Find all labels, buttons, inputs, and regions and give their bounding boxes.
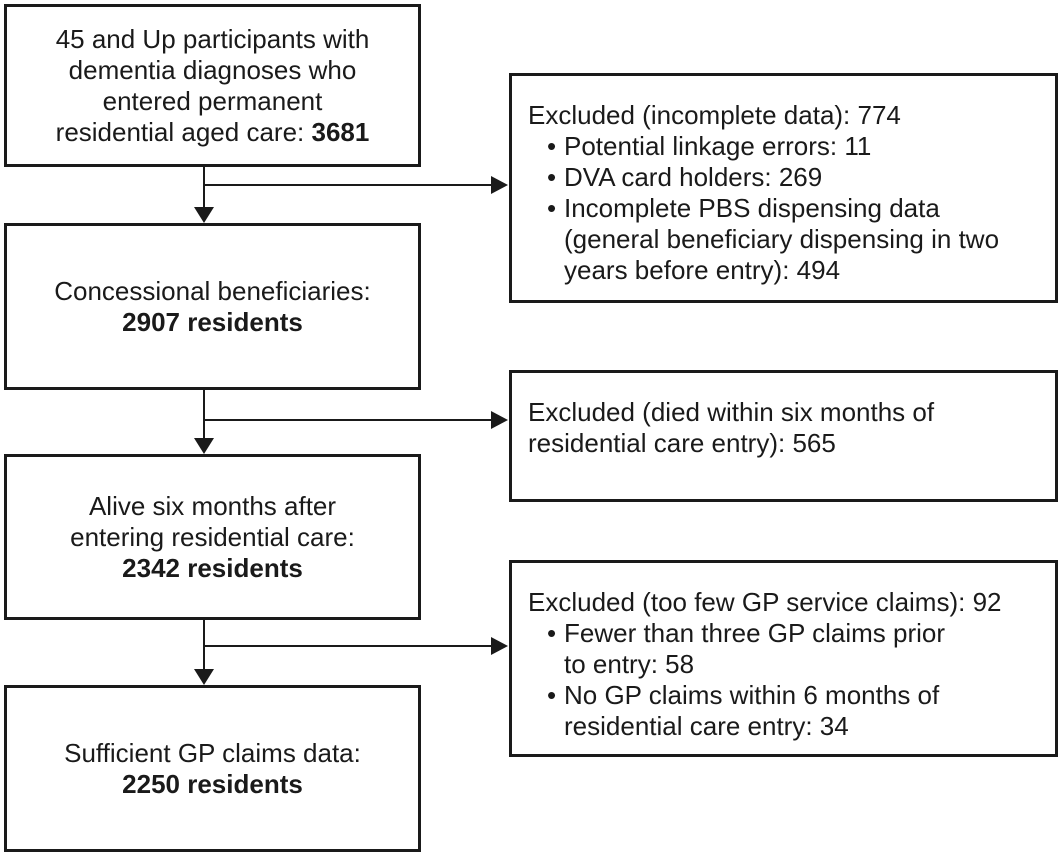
box-text-line: dementia diagnoses who [68, 54, 357, 85]
exclusion-header: Excluded (died within six months of [528, 397, 935, 427]
bullet-text-line: years before entry): 494 [564, 255, 841, 285]
bullet-marker-icon: • [547, 618, 557, 648]
flow-box-concessional-beneficiaries: Concessional beneficiaries: 2907 residen… [4, 223, 421, 390]
box-text-line: Alive six months after [88, 490, 337, 521]
box-text-line: Sufficient GP claims data: [64, 737, 361, 768]
arrow-down-icon-2 [194, 438, 214, 454]
exclusion-box-too-few-gp-claims: Excluded (too few GP service claims): 92… [509, 560, 1058, 757]
bullet-marker-icon: • [547, 162, 557, 192]
count-value: 3681 [311, 116, 370, 147]
bullet-text-line: DVA card holders: 269 [564, 162, 823, 192]
bullet-text-line: to entry: 58 [564, 649, 695, 679]
exclusion-header: Excluded (too few GP service claims): 92 [528, 587, 1002, 617]
bullet-text-line: residential care entry: 34 [564, 711, 849, 741]
exclusion-box-died-within-six-months: Excluded (died within six months of resi… [509, 370, 1058, 502]
flow-box-cohort: 45 and Up participants with dementia dia… [4, 4, 421, 167]
box-text-line: 45 and Up participants with [55, 23, 370, 54]
bullet-text-line: (general beneficiary dispensing in two [564, 224, 1000, 254]
count-value: 2342 residents [122, 552, 303, 583]
box-text-line: entering residential care: [70, 521, 355, 552]
exclusion-header: residential care entry): 565 [528, 428, 836, 458]
bullet-marker-icon: • [547, 680, 557, 710]
arrow-down-icon-1 [194, 207, 214, 223]
count-value: 2250 residents [122, 768, 303, 799]
connector-line-vertical-2 [203, 388, 205, 438]
arrow-right-icon-1 [491, 176, 508, 194]
arrow-down-icon-3 [194, 669, 214, 685]
exclusion-box-incomplete-data: Excluded (incomplete data): 774 • Potent… [509, 73, 1058, 303]
bullet-marker-icon: • [547, 131, 557, 161]
connector-line-horizontal-2 [203, 419, 491, 421]
count-value: 2907 residents [122, 306, 303, 337]
box-text-line: entered permanent [102, 85, 323, 116]
bullet-item: • Fewer than three GP claims prior to en… [528, 618, 1047, 680]
connector-line-vertical-1 [203, 165, 205, 209]
connector-line-horizontal-3 [203, 645, 491, 647]
flow-box-sufficient-gp-claims: Sufficient GP claims data: 2250 resident… [4, 685, 421, 852]
exclusion-header: Excluded (incomplete data): 774 [528, 100, 901, 130]
bullet-item: • Potential linkage errors: 11 [528, 131, 1047, 162]
flow-box-alive-six-months: Alive six months after entering resident… [4, 454, 421, 620]
box-text-line: Concessional beneficiaries: [54, 275, 371, 306]
bullet-item: • No GP claims within 6 months of reside… [528, 680, 1047, 742]
connector-line-horizontal-1 [203, 184, 491, 186]
arrow-right-icon-3 [491, 637, 508, 655]
bullet-text-line: Potential linkage errors: 11 [564, 131, 872, 161]
box-text-line: residential aged care: 3681 [56, 117, 370, 148]
bullet-item: • DVA card holders: 269 [528, 162, 1047, 193]
bullet-item: • Incomplete PBS dispensing data (genera… [528, 193, 1047, 286]
arrow-right-icon-2 [491, 411, 508, 429]
bullet-text-line: Incomplete PBS dispensing data [564, 193, 940, 223]
bullet-text-line: No GP claims within 6 months of [564, 680, 940, 710]
bullet-marker-icon: • [547, 193, 557, 223]
box-text: residential aged care: [55, 116, 312, 147]
connector-line-vertical-3 [203, 618, 205, 669]
bullet-text-line: Fewer than three GP claims prior [564, 618, 945, 648]
